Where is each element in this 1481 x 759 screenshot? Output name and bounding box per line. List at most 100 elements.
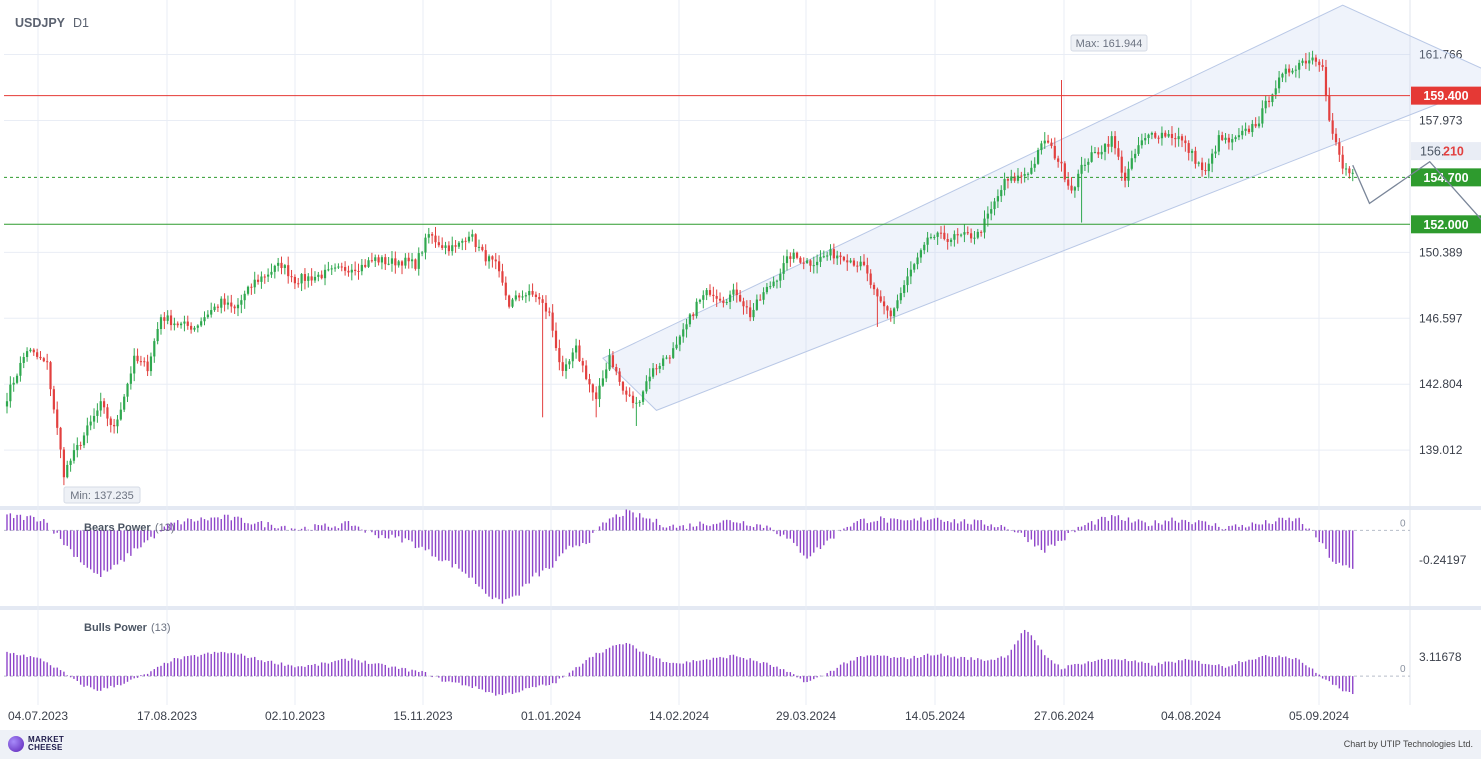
candle-body <box>933 236 936 238</box>
candle-body <box>106 407 109 419</box>
candle-body <box>936 232 939 237</box>
cheese-logo-icon <box>8 736 24 752</box>
candle-body <box>705 290 708 296</box>
candle-body <box>742 301 745 307</box>
candle-body <box>980 231 983 233</box>
level-badge <box>1411 168 1481 187</box>
candle-body <box>1197 162 1200 164</box>
brand-logo[interactable]: MARKET CHEESE <box>8 736 64 752</box>
candle-body <box>578 345 581 362</box>
candle-body <box>1231 139 1234 143</box>
candle-body <box>856 265 859 267</box>
candle-body <box>397 261 400 266</box>
candle-body <box>1341 154 1344 169</box>
candle-body <box>12 382 15 385</box>
y-tick-label: 161.766 <box>1419 47 1463 61</box>
candle-body <box>357 270 360 272</box>
candle-body <box>474 234 477 247</box>
candle-body <box>554 330 558 349</box>
candle-body <box>56 409 59 428</box>
candle-body <box>119 409 122 420</box>
candle-body <box>678 336 681 345</box>
x-tick-label: 02.10.2023 <box>265 709 325 723</box>
candle-body <box>129 373 132 384</box>
candle-body <box>1087 161 1090 165</box>
x-tick-label: 29.03.2024 <box>776 709 836 723</box>
candle-body <box>698 299 702 302</box>
candle-body <box>682 329 685 337</box>
chart-canvas: 04.07.2023 17.08.2023 02.10.2023 15.11.2023… <box>0 0 1481 723</box>
candle-body <box>481 246 484 251</box>
candle-body <box>414 259 417 269</box>
candle-body <box>146 361 149 372</box>
candle-body <box>367 260 370 267</box>
candle-body <box>819 256 822 262</box>
candle-body <box>441 245 444 248</box>
candle-body <box>769 286 772 288</box>
candle-body <box>1251 123 1254 133</box>
candle-body <box>1214 151 1217 154</box>
candle-body <box>1348 168 1351 174</box>
candle-body <box>19 362 22 376</box>
candle-body <box>1093 151 1097 153</box>
candle-body <box>990 209 993 214</box>
candle-body <box>976 231 979 238</box>
candle-body <box>193 327 196 330</box>
candle-body <box>109 418 112 425</box>
candle-body <box>1124 172 1127 181</box>
candle-body <box>775 280 779 282</box>
candle-body <box>29 349 32 352</box>
max-label: Max: 161.944 <box>1076 38 1143 50</box>
candle-body <box>511 299 514 307</box>
candle-body <box>354 269 357 271</box>
candle-body <box>350 269 353 273</box>
candle-body <box>22 357 25 363</box>
brand-line-2: CHEESE <box>28 743 63 752</box>
candle-body <box>317 274 320 277</box>
candle-body <box>216 306 219 308</box>
candle-body <box>548 311 551 313</box>
candle-body <box>417 253 420 269</box>
candle-body <box>970 233 973 239</box>
candle-body <box>102 401 106 408</box>
candle-body <box>1334 133 1338 143</box>
candle-body <box>541 299 544 303</box>
candle-body <box>344 267 347 271</box>
candle-body <box>1033 163 1036 168</box>
candle-body <box>52 389 55 410</box>
candle-body <box>461 240 464 243</box>
candle-body <box>1298 62 1301 70</box>
candle-body <box>133 355 136 374</box>
candle-body <box>718 298 722 301</box>
candle-body <box>1221 135 1224 140</box>
candle-body <box>176 323 179 326</box>
y-tick-label: 142.804 <box>1419 377 1463 391</box>
candle-body <box>986 213 989 219</box>
candle-body <box>253 279 256 288</box>
candle-body <box>407 257 410 262</box>
candle-body <box>484 250 487 262</box>
candle-body <box>1107 143 1110 147</box>
candle-body <box>233 306 236 309</box>
candle-body <box>421 252 424 254</box>
candle-body <box>645 381 648 392</box>
candle-body <box>1247 128 1251 133</box>
candle-body <box>651 368 655 377</box>
candle-body <box>1164 132 1167 137</box>
candle-body <box>467 236 471 242</box>
candle-body <box>293 276 296 284</box>
level-badge <box>1411 215 1481 234</box>
candle-body <box>665 357 668 359</box>
candle-body <box>5 401 9 407</box>
x-tick-label: 01.01.2024 <box>521 709 581 723</box>
candle-body <box>959 234 963 236</box>
candle-body <box>273 265 276 272</box>
candle-body <box>752 309 755 318</box>
candle-body <box>802 262 805 264</box>
candle-body <box>1207 163 1210 172</box>
candle-body <box>1047 140 1050 143</box>
candle-body <box>1328 96 1331 121</box>
candle-body <box>203 317 206 322</box>
candle-body <box>943 232 946 240</box>
candle-body <box>1324 66 1328 97</box>
